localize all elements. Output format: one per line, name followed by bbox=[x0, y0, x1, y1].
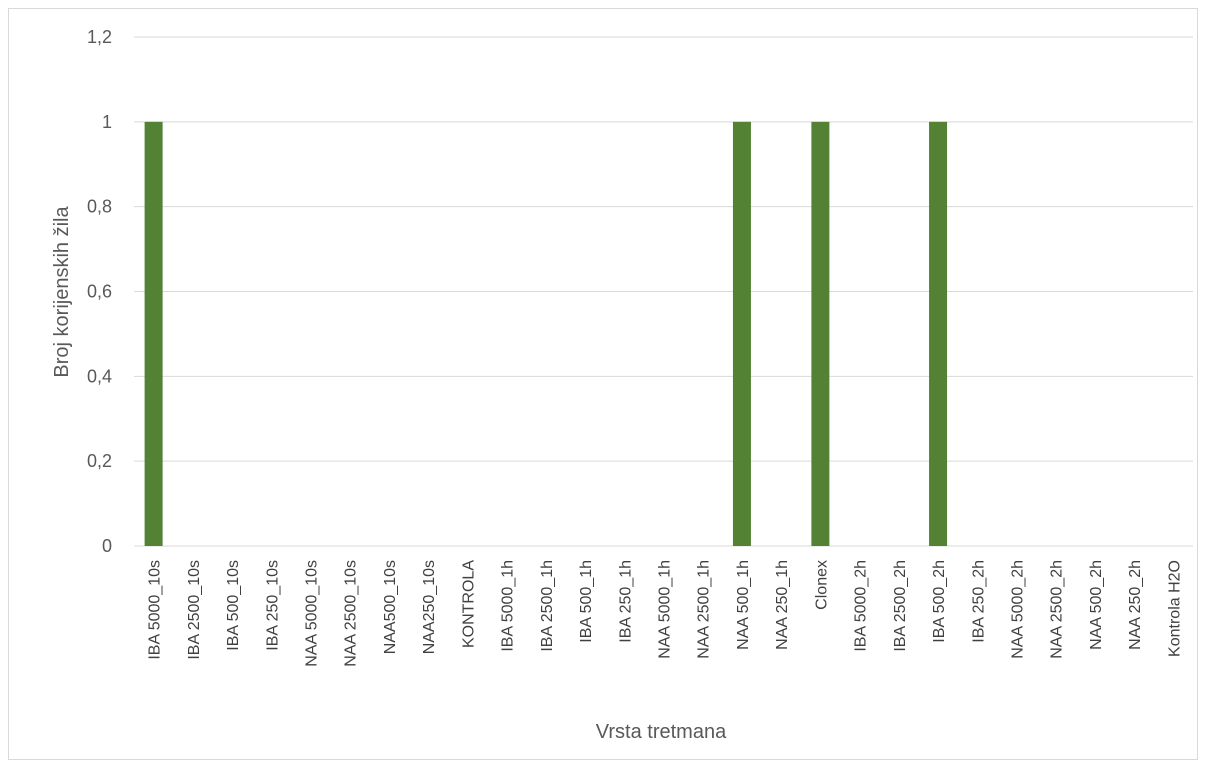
x-axis-title: Vrsta tretmana bbox=[596, 721, 727, 743]
x-tick-label: IBA 2500_2h bbox=[892, 560, 909, 652]
x-tick-label: IBA 2500_10s bbox=[186, 560, 203, 660]
y-axis-ticks: 0 0,2 0,4 0,6 0,8 1 1,2 bbox=[87, 27, 112, 556]
y-tick-label: 0,6 bbox=[87, 282, 112, 302]
y-tick-label: 1,2 bbox=[87, 27, 112, 47]
x-tick-label: IBA 250_10s bbox=[264, 560, 281, 651]
y-axis-title: Broj korijenskih žila bbox=[51, 206, 73, 378]
y-tick-label: 0 bbox=[102, 536, 112, 556]
x-tick-label: NAA250_10s bbox=[421, 560, 438, 654]
x-tick-label: NAA 2500_1h bbox=[696, 560, 713, 659]
x-tick-label: KONTROLA bbox=[460, 560, 477, 648]
x-tick-label: IBA 5000_1h bbox=[500, 560, 517, 652]
x-tick-label: NAA 2500_2h bbox=[1049, 560, 1066, 659]
bars bbox=[144, 121, 948, 546]
gridlines bbox=[134, 36, 1193, 547]
x-tick-label: NAA 5000_10s bbox=[304, 560, 321, 667]
x-tick-label: IBA 500_10s bbox=[225, 560, 242, 651]
bar bbox=[732, 121, 751, 546]
x-tick-label: NAA 500_2h bbox=[1088, 560, 1105, 650]
chart-frame bbox=[8, 8, 1198, 760]
bar bbox=[144, 121, 163, 546]
x-tick-label: IBA 500_1h bbox=[578, 560, 595, 643]
x-tick-label: IBA 5000_2h bbox=[853, 560, 870, 652]
x-tick-label: NAA 2500_10s bbox=[343, 560, 360, 667]
x-tick-label: NAA 5000_1h bbox=[657, 560, 674, 659]
bar bbox=[929, 121, 948, 546]
x-tick-label: IBA 2500_1h bbox=[539, 560, 556, 652]
x-tick-label: Kontrola H2O bbox=[1166, 560, 1183, 657]
x-tick-label: NAA 250_1h bbox=[774, 560, 791, 650]
x-tick-label: IBA 250_1h bbox=[617, 560, 634, 643]
x-tick-label: NAA 500_1h bbox=[735, 560, 752, 650]
x-tick-label: Clonex bbox=[813, 560, 830, 610]
y-tick-label: 1 bbox=[102, 112, 112, 132]
x-tick-label: NAA500_10s bbox=[382, 560, 399, 654]
y-tick-label: 0,2 bbox=[87, 451, 112, 471]
x-tick-label: IBA 250_2h bbox=[970, 560, 987, 643]
x-tick-label: NAA 250_2h bbox=[1127, 560, 1144, 650]
x-tick-label: IBA 500_2h bbox=[931, 560, 948, 643]
x-axis-ticks: IBA 5000_10s IBA 2500_10s IBA 500_10s IBA 2… bbox=[147, 560, 1184, 667]
y-tick-label: 0,8 bbox=[87, 197, 112, 217]
y-tick-label: 0,4 bbox=[87, 366, 112, 386]
bar bbox=[811, 121, 830, 546]
x-tick-label: IBA 5000_10s bbox=[147, 560, 164, 660]
x-tick-label: NAA 5000_2h bbox=[1010, 560, 1027, 659]
